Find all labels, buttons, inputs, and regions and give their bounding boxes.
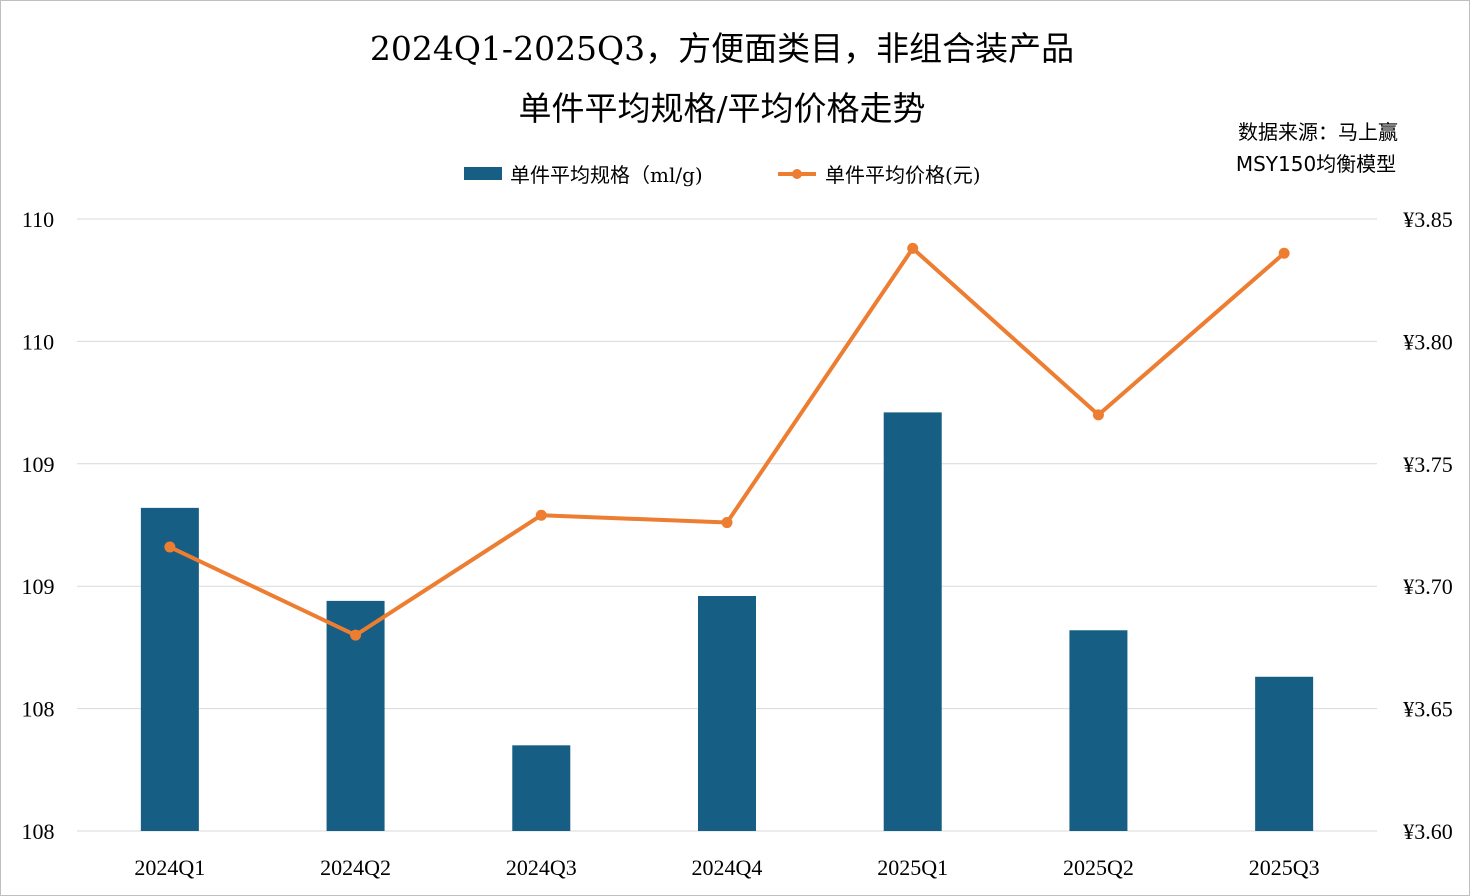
left-tick-label: 110 (22, 207, 54, 232)
left-axis: 108 108 109 109 110 110 (22, 207, 55, 844)
legend-bar-label: 单件平均规格（ml/g) (510, 163, 703, 187)
right-axis: ¥3.60 ¥3.65 ¥3.70 ¥3.75 ¥3.80 ¥3.85 (1403, 207, 1453, 844)
left-tick-label: 108 (22, 819, 55, 844)
price-point-2024Q2 (350, 629, 362, 641)
chart-title: 2024Q1-2025Q3，方便面类目，非组合装产品 (370, 29, 1074, 68)
bar-2025Q1 (883, 412, 942, 831)
price-point-2025Q3 (1278, 247, 1290, 259)
legend: 单件平均规格（ml/g) 单件平均价格(元) (464, 163, 981, 187)
x-tick-label: 2024Q3 (506, 855, 577, 880)
price-point-2024Q4 (721, 517, 733, 529)
right-tick-label: ¥3.80 (1403, 329, 1453, 354)
x-tick-label: 2024Q4 (692, 855, 763, 880)
x-tick-label: 2024Q2 (320, 855, 391, 880)
bar-2024Q3 (512, 745, 571, 831)
x-tick-label: 2024Q1 (134, 855, 205, 880)
x-tick-label: 2025Q2 (1063, 855, 1134, 880)
right-tick-label: ¥3.65 (1403, 697, 1453, 722)
x-tick-label: 2025Q1 (877, 855, 948, 880)
bar-2024Q1 (140, 507, 199, 831)
right-tick-label: ¥3.75 (1403, 452, 1453, 477)
left-tick-label: 108 (22, 697, 55, 722)
price-point-2025Q1 (907, 242, 919, 254)
right-tick-label: ¥3.70 (1403, 574, 1453, 599)
price-point-2024Q1 (164, 541, 176, 553)
bar-2025Q3 (1255, 676, 1314, 831)
data-source-model: MSY150均衡模型 (1236, 152, 1396, 176)
x-axis: 2024Q1 2024Q2 2024Q3 2024Q4 2025Q1 2025Q2 2025… (134, 855, 1319, 880)
data-source-label: 数据来源：马上赢 (1238, 120, 1398, 144)
price-point-2025Q2 (1092, 409, 1104, 421)
legend-bar-swatch (464, 167, 502, 180)
bar-2025Q2 (1069, 630, 1128, 831)
left-tick-label: 109 (22, 452, 55, 477)
x-tick-label: 2025Q3 (1249, 855, 1320, 880)
bar-series (140, 412, 1314, 831)
bar-2024Q4 (698, 595, 756, 831)
legend-line-marker (792, 169, 802, 179)
left-tick-label: 109 (22, 574, 55, 599)
chart-subtitle: 单件平均规格/平均价格走势 (518, 89, 925, 128)
line-series (164, 242, 1290, 641)
right-tick-label: ¥3.60 (1403, 819, 1453, 844)
left-tick-label: 110 (22, 329, 54, 354)
legend-line-label: 单件平均价格(元) (825, 163, 981, 187)
price-point-2024Q3 (535, 509, 547, 521)
right-tick-label: ¥3.85 (1403, 207, 1453, 232)
